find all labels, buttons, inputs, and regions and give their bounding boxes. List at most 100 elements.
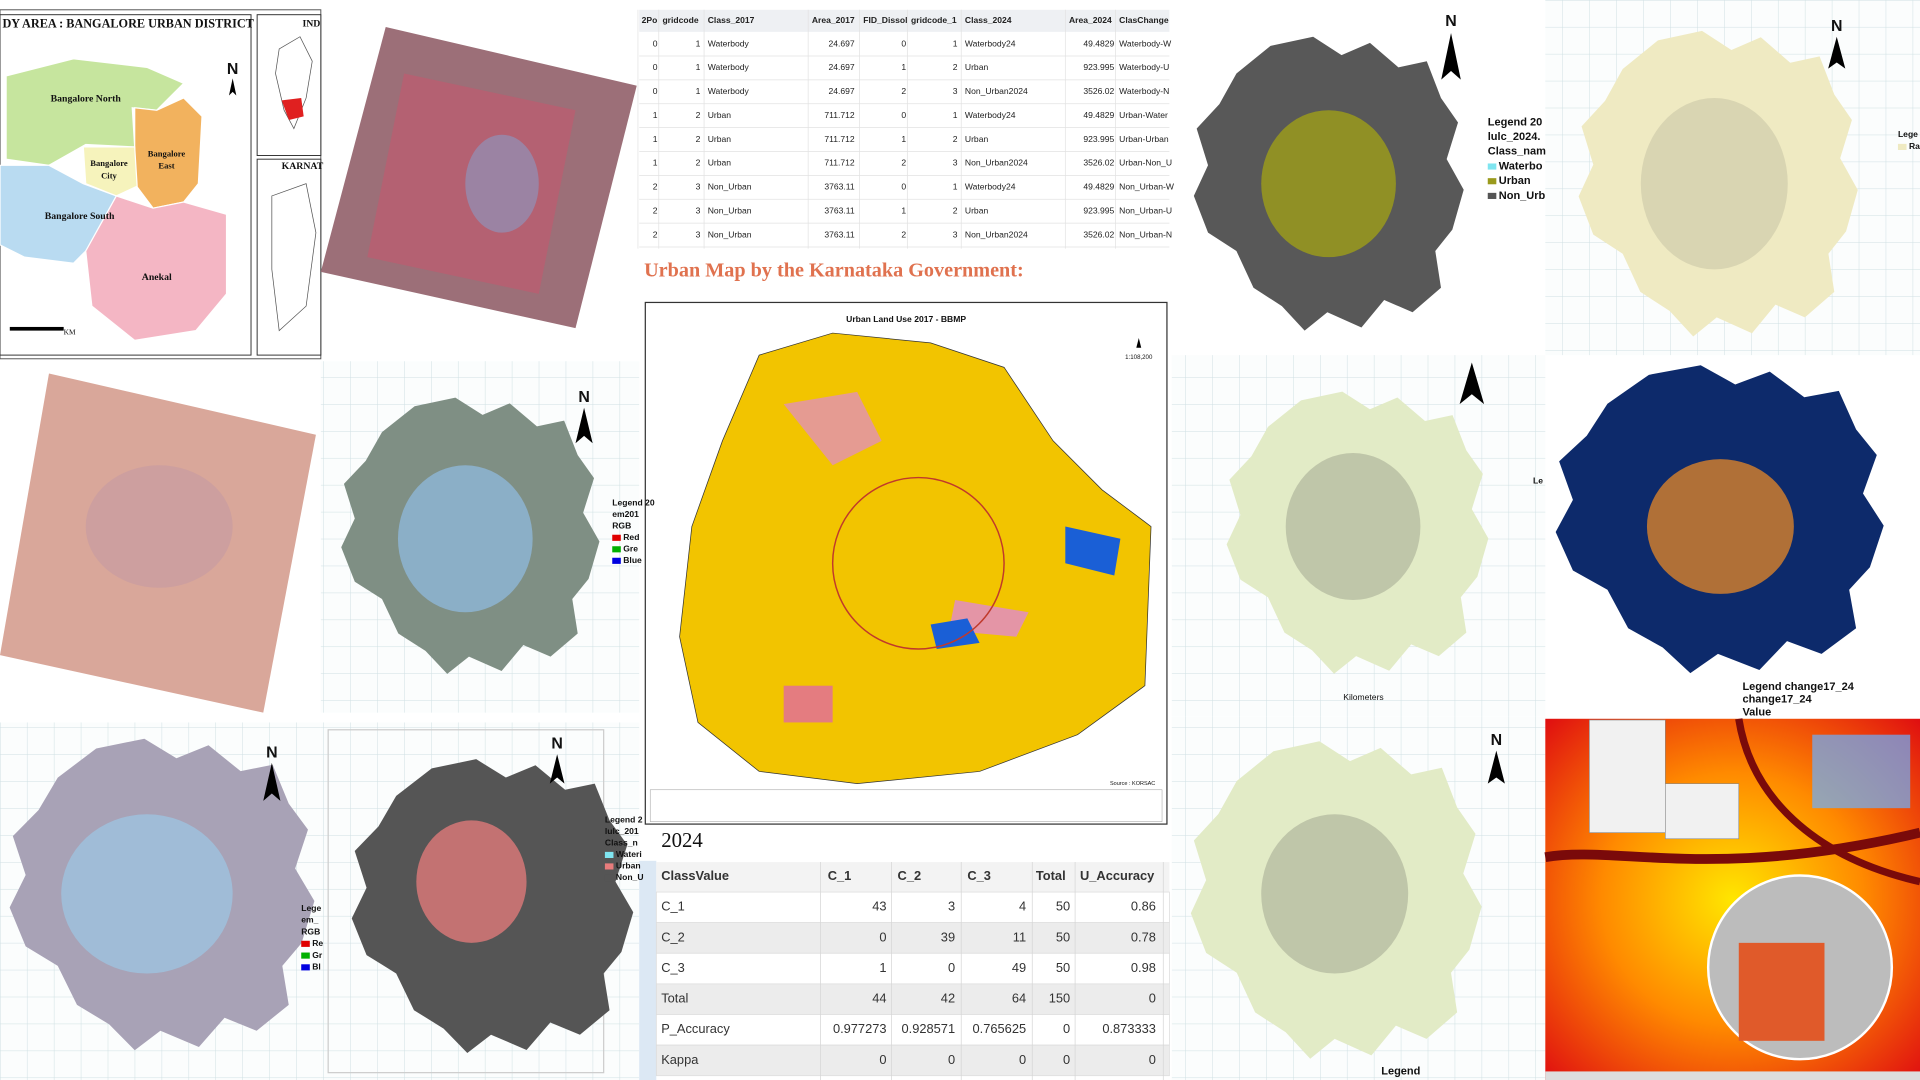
table-cell: 2: [696, 134, 701, 144]
map-scale: 1:108,200: [1125, 354, 1153, 361]
table-cell: 0: [1149, 1052, 1156, 1067]
table-cell: 1: [653, 134, 658, 144]
table-cell: 3: [696, 182, 701, 192]
table-cell: 923.995: [1083, 62, 1114, 72]
legend-text: lulc_2024.: [1488, 131, 1541, 143]
table-cell: 1: [696, 86, 701, 96]
table-cell: Kappa: [661, 1052, 699, 1067]
north-label: N: [1491, 732, 1503, 749]
table-cell: Urban: [708, 158, 732, 168]
legend-text: Bl: [312, 962, 321, 972]
row-bg: [655, 983, 1170, 1015]
table-cell: 2: [653, 229, 658, 239]
table-cell: 0: [901, 38, 906, 48]
legend-swatch: [1897, 143, 1907, 150]
inset-label: KARNAT: [282, 161, 324, 172]
region-label: East: [158, 160, 174, 170]
table-cell: Non_Urban-N: [1119, 229, 1172, 239]
table-cell: C_2: [661, 929, 685, 944]
column-header: Total: [1036, 868, 1066, 883]
legend-text: Value: [1742, 707, 1771, 719]
table-cell: Urban-Urban: [1119, 134, 1169, 144]
table-cell: Total: [661, 991, 688, 1006]
table-cell: 3526.02: [1083, 158, 1114, 168]
table-cell: 3: [953, 158, 958, 168]
table-cell: 0: [901, 110, 906, 120]
legend-text: Red: [623, 532, 639, 542]
table-cell: 711.712: [824, 134, 855, 144]
column-header: gridcode_1: [911, 15, 957, 25]
table-cell: 0: [1063, 1052, 1070, 1067]
study-area-map: DY AREA : BANGALORE URBAN DISTRICT Banga…: [0, 9, 324, 360]
table-cell: 1: [696, 62, 701, 72]
column-header: C_2: [898, 868, 922, 883]
column-header: Class_2024: [965, 15, 1012, 25]
scale-label: Kilometers: [1343, 692, 1383, 702]
legend-text: Non_Urb: [1499, 190, 1546, 202]
table-cell: 1: [879, 960, 886, 975]
row-bg: [655, 1014, 1170, 1046]
map-title: Urban Land Use 2017 - BBMP: [846, 314, 966, 324]
legend-text: Re: [312, 938, 323, 948]
table-cell: 3763.11: [824, 205, 855, 215]
table-cell: 24.697: [828, 86, 854, 96]
table-cell: 2: [653, 205, 658, 215]
table-cell: Waterbody24: [965, 38, 1016, 48]
legend-text: Legend 20: [1488, 116, 1542, 128]
table-cell: 24.697: [828, 38, 854, 48]
table-cell: Waterbody-W: [1119, 38, 1172, 48]
table-cell: 2: [696, 110, 701, 120]
table-cell: Non_Urban-U: [1119, 205, 1172, 215]
table-cell: Non_Urban2024: [965, 86, 1028, 96]
row-bg: [655, 922, 1170, 954]
legend-text: Lege: [301, 903, 321, 913]
legend-text: Gr: [312, 950, 323, 960]
table-cell: 0.873333: [1102, 1021, 1156, 1036]
table-cell: 923.995: [1083, 205, 1114, 215]
legend-text: Class_n: [605, 838, 638, 848]
table-cell: 0: [901, 182, 906, 192]
column-header: 2Po: [642, 15, 658, 25]
legends: Legend 20em201RGBRedGreBlueLegeem_RGBReG…: [301, 116, 1920, 1077]
column-header: U_Accuracy: [1080, 868, 1155, 883]
table-cell: 3526.02: [1083, 86, 1114, 96]
table-cell: 3763.11: [824, 229, 855, 239]
legend-swatch: [1487, 192, 1497, 199]
table-cell: 0.86: [1131, 899, 1156, 914]
table-cell: 11: [1013, 929, 1026, 944]
region-label: Bangalore: [148, 148, 186, 158]
rgb-map-2017: N: [320, 361, 640, 713]
legend-text: lulc_201: [605, 826, 639, 836]
column-header: Class_2017: [708, 15, 755, 25]
table-cell: 42: [941, 991, 955, 1006]
classified-map: N: [1171, 716, 1546, 1080]
table-cell: Non_Urban2024: [965, 229, 1028, 239]
table-cell: Urban: [708, 134, 732, 144]
table-cell: 49.4829: [1083, 182, 1114, 192]
table-cell: Waterbody24: [965, 182, 1016, 192]
lulc-map-2024: N: [1193, 13, 1464, 331]
legend-text: Gre: [623, 544, 638, 554]
legend-text: Waterbo: [1499, 160, 1543, 172]
table-cell: 0: [948, 1052, 955, 1067]
table-cell: P_Accuracy: [661, 1021, 730, 1036]
table-cell: Urban-Water: [1119, 110, 1168, 120]
table-cell: 50: [1056, 899, 1070, 914]
table-cell: 1: [953, 110, 958, 120]
legend-swatch: [1487, 163, 1497, 170]
table-cell: 0: [879, 929, 886, 944]
heat-screenshot: [1544, 718, 1920, 1080]
table-cell: 0: [879, 1052, 886, 1067]
legend-text: Legend 2: [605, 815, 643, 825]
table-cell: 0.78: [1131, 929, 1156, 944]
column-header: gridcode: [662, 15, 698, 25]
table-cell: 1: [653, 158, 658, 168]
table-cell: C_1: [661, 899, 685, 914]
table-cell: 44: [872, 991, 886, 1006]
table-cell: 1: [901, 205, 906, 215]
table-cell: 43: [872, 899, 886, 914]
